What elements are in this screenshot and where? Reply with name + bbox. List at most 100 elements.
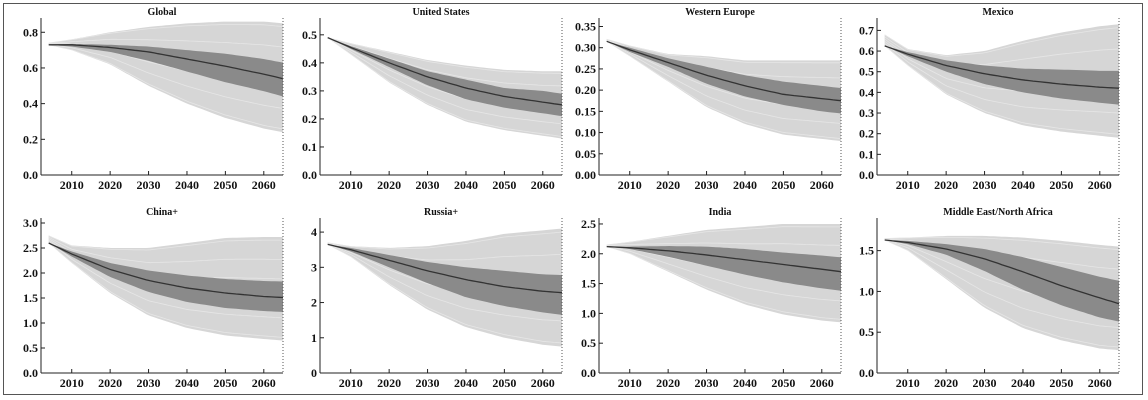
y-tick-label: 2.5 — [23, 241, 38, 255]
percentile-band — [606, 246, 841, 291]
chart-grid: Global 0.0 0.2 0.4 0.6 0.8 2010 2020 2030 2040 205… — [23, 7, 1120, 390]
panel-title: Western Europe — [685, 7, 755, 18]
x-tick-label: 2040 — [1011, 178, 1035, 192]
panel-title: Mexico — [982, 7, 1013, 18]
y-tick-label: 0.20 — [575, 83, 596, 97]
x-tick-label: 2040 — [733, 376, 757, 390]
y-tick-label: 1.5 — [23, 291, 38, 305]
y-tick-label: 0.4 — [23, 97, 38, 111]
y-tick-label: 3 — [311, 260, 317, 274]
percentile-band — [48, 243, 284, 312]
x-tick-label: 2030 — [416, 178, 440, 192]
simulation-line — [606, 242, 842, 246]
y-tick-label: 0.15 — [575, 104, 596, 118]
x-tick-label: 2030 — [137, 376, 161, 390]
x-tick-label: 2050 — [492, 376, 516, 390]
simulation-line — [606, 226, 841, 246]
median-line — [48, 242, 284, 299]
x-tick-label: 2030 — [695, 376, 719, 390]
simulation-line — [48, 241, 284, 319]
x-tick-label: 2060 — [252, 178, 276, 192]
x-tick-label: 2040 — [454, 376, 478, 390]
y-tick-label: 0.0 — [302, 168, 317, 182]
x-tick-label: 2050 — [213, 178, 237, 192]
y-tick-label: 0.7 — [859, 23, 874, 37]
simulation-line — [327, 37, 563, 87]
panel-title: Russia+ — [424, 207, 458, 218]
simulation-line — [884, 239, 1120, 328]
percentile-band — [884, 240, 1119, 322]
y-tick-label: 0.8 — [23, 25, 38, 39]
x-tick-label: 2060 — [531, 376, 555, 390]
simulation-line — [884, 45, 1120, 135]
percentile-band — [327, 244, 562, 315]
x-tick-label: 2020 — [377, 178, 401, 192]
simulation-line — [884, 239, 1120, 348]
x-tick-label: 2050 — [1049, 178, 1073, 192]
y-tick-label: 0.1 — [859, 147, 874, 161]
y-tick-label: 0.0 — [859, 366, 874, 380]
y-tick-label: 2.0 — [581, 247, 596, 261]
x-tick-label: 2020 — [377, 376, 401, 390]
y-tick-label: 1.5 — [581, 277, 596, 291]
simulation-line — [48, 24, 284, 44]
simulation-line — [48, 242, 284, 338]
x-tick-label: 2030 — [137, 178, 161, 192]
simulation-line — [327, 243, 563, 322]
simulation-line — [327, 37, 562, 74]
x-tick-label: 2010 — [618, 178, 642, 192]
x-tick-label: 2040 — [454, 178, 478, 192]
simulation-line — [48, 235, 283, 251]
simulation-line — [48, 236, 284, 264]
y-tick-label: 0.00 — [575, 168, 596, 182]
x-tick-label: 2010 — [339, 178, 363, 192]
x-tick-label: 2040 — [175, 376, 199, 390]
simulation-line — [327, 37, 563, 125]
panel-7: Middle East/North Africa 0.0 0.5 1.0 1.5 2010… — [859, 207, 1120, 390]
simulation-line — [606, 40, 842, 139]
panel-0: Global 0.0 0.2 0.4 0.6 0.8 2010 2020 2030 2040 205… — [23, 7, 284, 192]
x-tick-label: 2040 — [733, 178, 757, 192]
simulation-line — [884, 27, 1120, 57]
x-tick-label: 2050 — [1049, 376, 1073, 390]
median-line — [606, 245, 842, 273]
x-tick-label: 2050 — [771, 376, 795, 390]
panel-6: India 0.0 0.5 1.0 1.5 2.0 2.5 2010 2020 2030 2040 2… — [581, 207, 842, 390]
x-tick-label: 2020 — [656, 178, 680, 192]
x-tick-label: 2030 — [695, 178, 719, 192]
y-tick-label: 0.0 — [23, 366, 38, 380]
simulation-line — [48, 38, 284, 48]
y-tick-label: 1.0 — [581, 306, 596, 320]
y-tick-label: 0.25 — [575, 62, 596, 76]
y-tick-label: 0.0 — [859, 168, 874, 182]
y-tick-label: 0.30 — [575, 41, 596, 55]
x-tick-label: 2060 — [810, 376, 834, 390]
y-tick-label: 0.10 — [575, 126, 596, 140]
y-tick-label: 3.0 — [23, 216, 38, 230]
y-tick-label: 0.0 — [23, 168, 38, 182]
x-tick-label: 2060 — [810, 178, 834, 192]
x-tick-label: 2010 — [896, 376, 920, 390]
simulation-line — [606, 40, 842, 124]
y-tick-label: 0.4 — [859, 85, 874, 99]
panel-1: United States 0.0 0.1 0.2 0.3 0.4 0.5 2010 2020 2… — [302, 7, 563, 192]
simulation-line — [327, 244, 563, 344]
y-tick-label: 0.3 — [302, 84, 317, 98]
x-tick-label: 2010 — [339, 376, 363, 390]
x-tick-label: 2060 — [531, 178, 555, 192]
x-tick-label: 2020 — [656, 376, 680, 390]
percentile-band — [48, 43, 284, 97]
x-tick-label: 2050 — [492, 178, 516, 192]
simulation-line — [327, 231, 563, 250]
simulation-line — [48, 44, 284, 109]
simulation-line — [606, 38, 842, 64]
x-tick-label: 2040 — [175, 178, 199, 192]
y-tick-label: 0.5 — [581, 336, 596, 350]
y-tick-label: 0.6 — [23, 61, 38, 75]
median-line — [327, 243, 563, 294]
y-tick-label: 0.35 — [575, 19, 596, 33]
percentile-band — [606, 41, 841, 114]
panel-title: India — [709, 207, 732, 218]
x-tick-label: 2060 — [252, 376, 276, 390]
panel-4: China+ 0.0 0.5 1.0 1.5 2.0 2.5 3.0 2010 2020 2030 2… — [23, 207, 284, 390]
